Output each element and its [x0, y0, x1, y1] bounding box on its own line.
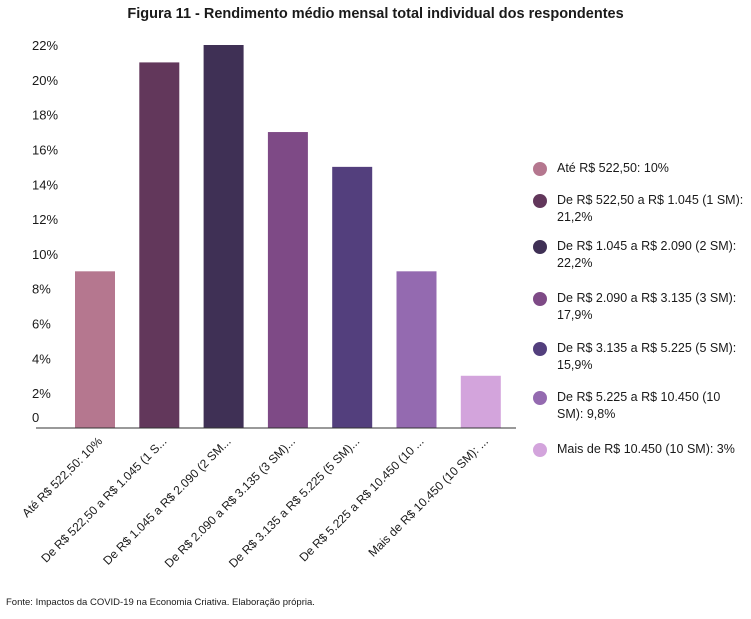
y-axis: 0 2% 4% 6% 8% 10% 12% 14% 16% 18% 20% 22%: [32, 38, 58, 425]
legend-label: De R$ 2.090 a R$ 3.135 (3 SM): 17,9%: [557, 291, 737, 322]
source-note: Fonte: Impactos da COVID-19 na Economia …: [6, 597, 315, 608]
legend-label: Mais de R$ 10.450 (10 SM): 3%: [557, 442, 735, 456]
y-tick-label: 16%: [32, 142, 58, 157]
y-tick-label: 14%: [32, 177, 58, 192]
y-tick-label: 20%: [32, 73, 58, 88]
legend-label: Até R$ 522,50: 10%: [557, 161, 669, 175]
y-tick-label: 22%: [32, 38, 58, 53]
x-tick-label: Mais de R$ 10.450 (10 SM): ...: [365, 434, 490, 559]
chart-title: Figura 11 - Rendimento médio mensal tota…: [127, 6, 624, 22]
x-axis: Até R$ 522,50: 10%De R$ 522,50 a R$ 1.04…: [19, 434, 491, 571]
y-tick-label: 10%: [32, 247, 58, 262]
bar: [203, 45, 244, 428]
x-tick-label: De R$ 2.090 a R$ 3.135 (3 SM)...: [162, 434, 298, 570]
y-tick-label: 6%: [32, 317, 51, 332]
legend-swatch: [533, 443, 547, 457]
y-tick-label: 0: [32, 410, 39, 425]
bar-chart: 0 2% 4% 6% 8% 10% 12% 14% 16% 18% 20% 22% Até R$ 52…: [19, 38, 516, 571]
y-tick-label: 2%: [32, 386, 51, 401]
legend-label: De R$ 3.135 a R$ 5.225 (5 SM): 15,9%: [557, 341, 737, 372]
y-tick-label: 18%: [32, 108, 58, 123]
bar: [139, 62, 180, 429]
bar: [75, 271, 115, 428]
legend-swatch: [533, 240, 547, 254]
x-tick-label: De R$ 5.225 a R$ 10.450 (10 ...: [296, 434, 426, 564]
legend-swatch: [533, 342, 547, 356]
bar: [396, 271, 437, 428]
legend-swatch: [533, 391, 547, 405]
legend-swatch: [533, 292, 547, 306]
bar: [460, 375, 501, 428]
legend-label: De R$ 5.225 a R$ 10.450 (10 SM): 9,8%: [557, 390, 721, 421]
y-tick-label: 4%: [32, 351, 51, 366]
legend-swatch: [533, 194, 547, 208]
x-tick-label: De R$ 1.045 a R$ 2.090 (2 SM...: [100, 434, 233, 567]
bar: [267, 132, 308, 428]
bars: [75, 45, 501, 429]
legend-label: De R$ 522,50 a R$ 1.045 (1 SM): 21,2%: [557, 193, 744, 224]
y-tick-label: 12%: [32, 212, 58, 227]
bar: [332, 166, 373, 428]
x-tick-label: De R$ 522,50 a R$ 1.045 (1 S...: [38, 434, 169, 565]
legend-swatch: [533, 162, 547, 176]
y-tick-label: 8%: [32, 282, 51, 297]
legend-label: De R$ 1.045 a R$ 2.090 (2 SM): 22,2%: [557, 239, 737, 270]
x-tick-label: De R$ 3.135 a R$ 5.225 (5 SM)...: [226, 434, 362, 570]
